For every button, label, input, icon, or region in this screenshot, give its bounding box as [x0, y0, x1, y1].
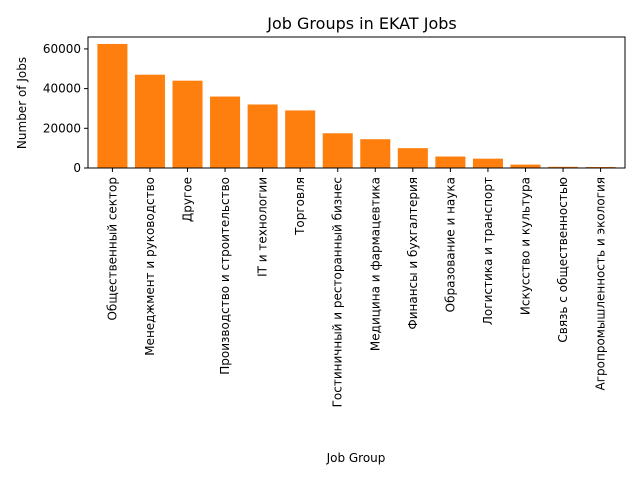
x-tick-label: IT и технологии: [256, 177, 270, 277]
bar: [322, 133, 353, 168]
bar: [472, 158, 503, 168]
bar: [247, 104, 278, 168]
bar: [435, 156, 466, 168]
x-tick-label: Гостиничный и ресторанный бизнес: [331, 177, 345, 407]
bar: [97, 43, 128, 168]
y-tick-label: 20000: [43, 121, 81, 135]
bar: [548, 166, 579, 168]
x-tick-label: Агропромышленность и экология: [594, 177, 608, 390]
x-tick-label: Образование и наука: [443, 177, 457, 312]
y-tick-label: 0: [73, 161, 81, 175]
bar: [134, 74, 165, 168]
x-axis: Общественный сектор Менеджмент и руководс…: [105, 168, 608, 407]
x-tick-label: Медицина и фармацевтика: [368, 177, 382, 351]
bar: [285, 110, 316, 168]
y-axis: 0 20000 40000 60000: [43, 42, 88, 175]
x-tick-label: Общественный сектор: [105, 177, 119, 321]
bar: [510, 164, 541, 168]
y-tick-label: 60000: [43, 42, 81, 56]
bar: [172, 80, 203, 168]
x-tick-label: Финансы и бухгалтерия: [406, 177, 420, 330]
x-tick-label: Искусство и культура: [518, 177, 532, 315]
chart-title: Job Groups in EKAT Jobs: [266, 14, 456, 33]
bar: [360, 139, 391, 168]
x-tick-label: Связь с общественностью: [556, 177, 570, 343]
bars-group: [97, 43, 616, 168]
bar: [397, 148, 428, 168]
x-tick-label: Другое: [181, 177, 195, 222]
y-axis-label: Number of Jobs: [15, 57, 29, 149]
y-tick-label: 40000: [43, 82, 81, 96]
x-tick-label: Менеджмент и руководство: [143, 177, 157, 356]
bar: [210, 96, 241, 168]
x-tick-label: Торговля: [293, 177, 307, 236]
plot-frame: [87, 36, 626, 169]
x-axis-label: Job Group: [326, 451, 386, 465]
x-tick-label: Производство и строительство: [218, 177, 232, 375]
x-tick-label: Логистика и транспорт: [481, 177, 495, 325]
